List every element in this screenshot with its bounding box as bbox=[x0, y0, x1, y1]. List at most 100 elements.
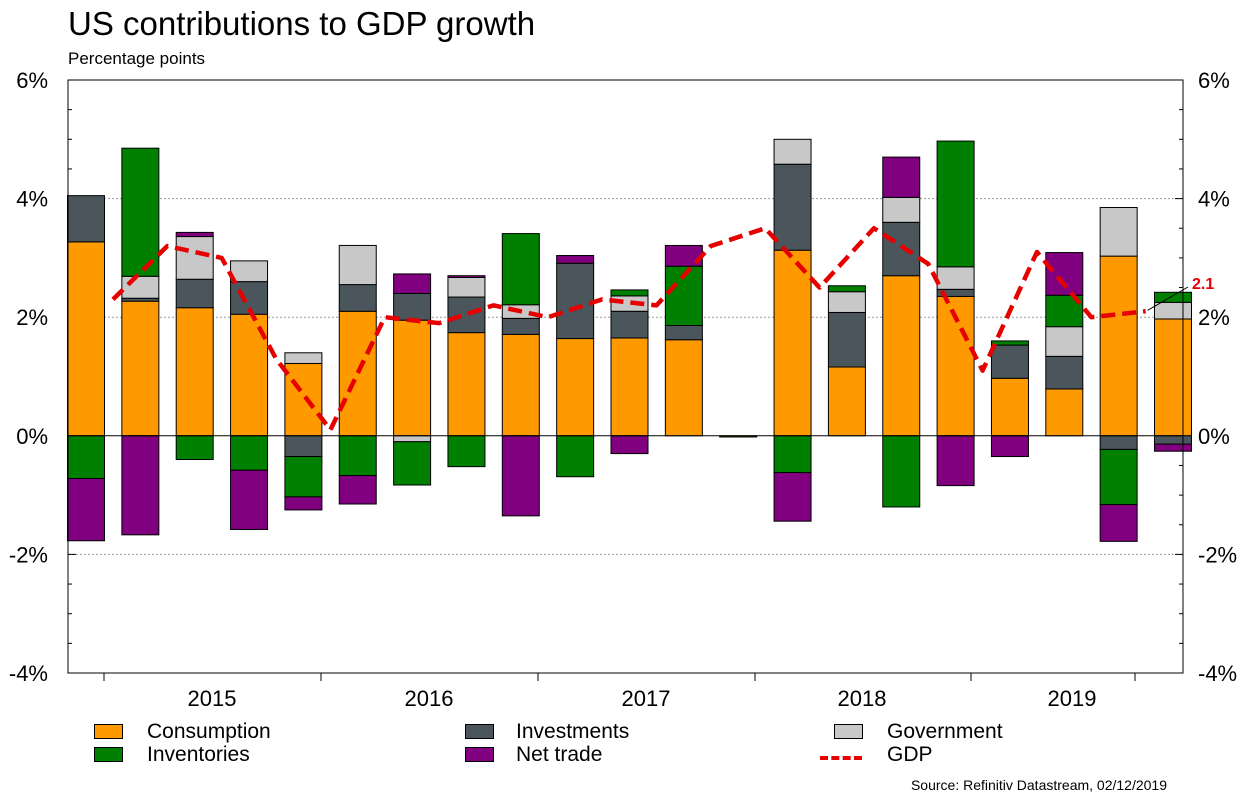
bar-consumption bbox=[447, 332, 486, 437]
bar-government bbox=[230, 260, 269, 283]
bar-investments bbox=[990, 344, 1029, 379]
bar-government bbox=[393, 435, 432, 443]
y-tick-label-left: 0% bbox=[16, 424, 48, 449]
bar-net-trade bbox=[773, 472, 812, 522]
bar-net-trade bbox=[121, 435, 160, 536]
plot-frame bbox=[67, 79, 1184, 674]
y-tick-label-right: 0% bbox=[1198, 424, 1230, 449]
bar-investments bbox=[67, 195, 105, 243]
bar-inventories bbox=[175, 435, 214, 461]
bar-net-trade bbox=[447, 275, 486, 278]
bar-net-trade bbox=[556, 255, 595, 264]
bar-investments bbox=[556, 262, 595, 340]
x-tick-label: 2015 bbox=[188, 686, 237, 711]
bar-inventories bbox=[556, 435, 595, 478]
x-tick-label: 2016 bbox=[405, 686, 454, 711]
bar-consumption bbox=[175, 307, 214, 437]
y-tick-label-left: -2% bbox=[9, 542, 48, 567]
y-tick-label-right: 2% bbox=[1198, 305, 1230, 330]
bar-investments bbox=[773, 163, 812, 251]
bar-investments bbox=[1154, 435, 1192, 445]
bar-consumption bbox=[1154, 318, 1192, 437]
bar-consumption bbox=[664, 339, 703, 437]
bar-inventories bbox=[121, 147, 160, 277]
bar-net-trade bbox=[1045, 252, 1084, 296]
bar-investments bbox=[501, 317, 540, 335]
bar-consumption bbox=[610, 337, 649, 437]
bar-government bbox=[1154, 301, 1192, 320]
bar-consumption bbox=[773, 249, 812, 437]
bar-investments bbox=[338, 284, 377, 312]
bar-inventories bbox=[67, 435, 105, 479]
bar-inventories bbox=[990, 340, 1029, 346]
bar-inventories bbox=[610, 289, 649, 297]
bar-net-trade bbox=[1099, 504, 1138, 542]
bar-inventories bbox=[501, 233, 540, 306]
bar-net-trade bbox=[501, 435, 540, 517]
gdp-line bbox=[111, 226, 1146, 433]
annotation-label: 2.1 bbox=[1192, 276, 1214, 293]
bar-investments bbox=[1045, 355, 1084, 390]
bar-inventories bbox=[1099, 448, 1138, 506]
bar-inventories bbox=[773, 435, 812, 474]
bar-investments bbox=[664, 325, 703, 341]
bar-investments bbox=[284, 435, 323, 458]
bar-net-trade bbox=[67, 477, 105, 542]
bar-inventories bbox=[827, 285, 866, 293]
bar-consumption bbox=[501, 333, 540, 437]
bar-consumption bbox=[393, 319, 432, 437]
bar-consumption bbox=[67, 241, 105, 437]
bar-government bbox=[284, 352, 323, 364]
y-tick-label-right: -2% bbox=[1198, 542, 1237, 567]
bar-net-trade bbox=[1154, 443, 1192, 452]
y-tick-label-left: 4% bbox=[16, 187, 48, 212]
bar-net-trade bbox=[610, 435, 649, 455]
bar-net-trade bbox=[936, 435, 975, 487]
y-tick-label-right: -4% bbox=[1198, 661, 1237, 686]
bar-government bbox=[447, 276, 486, 298]
bar-government bbox=[338, 244, 377, 286]
bar-consumption bbox=[1099, 255, 1138, 437]
y-tick-label-left: -4% bbox=[9, 661, 48, 686]
chart-source: Source: Refinitiv Datastream, 02/12/2019 bbox=[910, 777, 1167, 793]
bar-net-trade bbox=[230, 469, 269, 530]
bar-investments bbox=[175, 278, 214, 309]
bar-investments bbox=[393, 292, 432, 321]
bar-government bbox=[121, 275, 160, 299]
x-tick-label: 2019 bbox=[1048, 686, 1097, 711]
bar-net-trade bbox=[284, 496, 323, 511]
bar-government bbox=[175, 236, 214, 280]
bar-net-trade bbox=[882, 156, 921, 198]
bar-government bbox=[1045, 326, 1084, 357]
bar-consumption bbox=[882, 275, 921, 437]
bar-inventories bbox=[882, 435, 921, 508]
bar-inventories bbox=[230, 435, 269, 471]
bar-consumption bbox=[121, 300, 160, 437]
bar-inventories bbox=[447, 435, 486, 468]
bar-investments bbox=[827, 311, 866, 368]
bar-inventories bbox=[1154, 291, 1192, 303]
bar-investments bbox=[882, 221, 921, 277]
bar-consumption bbox=[827, 366, 866, 437]
y-tick-label-left: 2% bbox=[16, 305, 48, 330]
bar-government bbox=[936, 266, 975, 290]
bar-government bbox=[773, 138, 812, 165]
bar-government bbox=[1099, 206, 1138, 257]
bar-consumption bbox=[556, 338, 595, 437]
chart-subtitle: Percentage points bbox=[68, 49, 206, 68]
x-tick-label: 2018 bbox=[838, 686, 887, 711]
bar-consumption bbox=[338, 310, 377, 437]
bar-consumption bbox=[284, 362, 323, 437]
y-tick-label-right: 6% bbox=[1198, 68, 1230, 93]
bar-net-trade bbox=[393, 273, 432, 294]
bar-inventories bbox=[284, 456, 323, 498]
bar-inventories bbox=[393, 441, 432, 486]
bar-net-trade bbox=[338, 475, 377, 505]
y-tick-label-right: 4% bbox=[1198, 187, 1230, 212]
bar-inventories bbox=[338, 435, 377, 477]
y-tick-label-left: 6% bbox=[16, 68, 48, 93]
bar-investments bbox=[1099, 435, 1138, 450]
bar-investments bbox=[447, 296, 486, 334]
annotation-leader bbox=[1147, 286, 1189, 311]
